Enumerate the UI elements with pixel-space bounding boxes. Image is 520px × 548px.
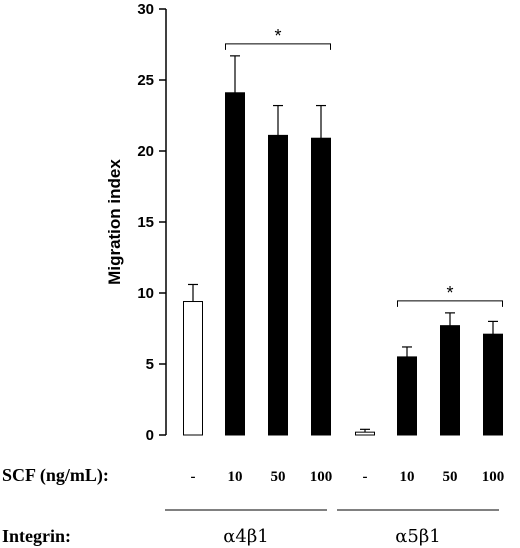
significance-star: * [274, 26, 281, 46]
y-axis: 0 5 10 15 20 25 30 [137, 1, 167, 444]
significance-bracket [397, 300, 503, 307]
scf-row-label: SCF (ng/mL): [2, 465, 109, 486]
y-axis-label: Migration index [105, 159, 124, 285]
y-tick-label: 30 [137, 1, 154, 18]
bar [225, 92, 245, 436]
category-labels: - 10 50 100 - 10 50 100 [191, 469, 505, 485]
error-bars [188, 55, 498, 433]
scf-category-label: - [191, 469, 196, 485]
scf-category-label: 100 [482, 469, 505, 485]
scf-category-label: 100 [310, 469, 333, 485]
significance-brackets: ** [225, 26, 503, 307]
bar [355, 431, 375, 436]
bar [397, 356, 417, 436]
significance-star: * [446, 283, 453, 303]
scf-category-label: 10 [400, 469, 415, 485]
bar [440, 325, 460, 436]
y-tick-label: 15 [137, 214, 154, 231]
integrin-groups: α4β1 α5β1 [165, 509, 499, 547]
bar [268, 134, 288, 436]
bar [183, 301, 203, 436]
y-tick-label: 0 [146, 427, 154, 444]
scf-category-label: 50 [271, 469, 286, 485]
y-tick-label: 20 [137, 143, 154, 160]
y-tick-label: 5 [146, 356, 154, 373]
significance-bracket [225, 43, 331, 50]
bar [311, 137, 331, 436]
integrin-group-label: α4β1 [223, 526, 268, 547]
bar [483, 333, 503, 436]
scf-category-label: 10 [228, 469, 243, 485]
y-tick-label: 25 [137, 72, 154, 89]
bars [183, 92, 503, 436]
integrin-group-label: α5β1 [395, 526, 440, 547]
integrin-row-label: Integrin: [2, 526, 71, 546]
scf-category-label: 50 [443, 469, 458, 485]
scf-category-label: - [363, 469, 368, 485]
y-tick-label: 10 [137, 285, 154, 302]
